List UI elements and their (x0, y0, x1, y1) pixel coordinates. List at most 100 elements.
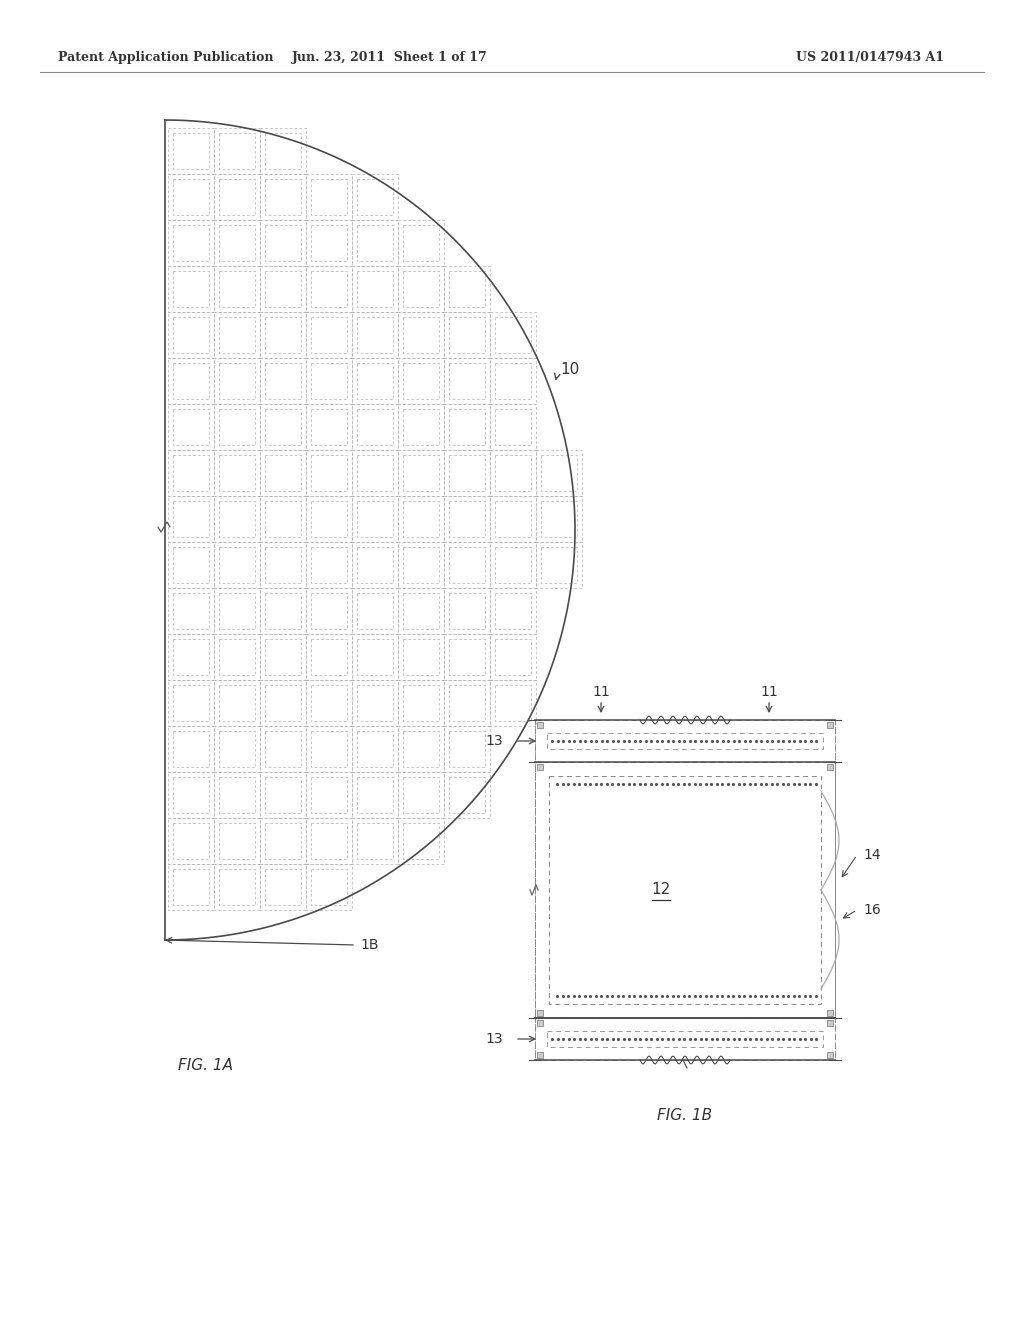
Bar (214, 267, 260, 312)
Bar (214, 680, 260, 726)
Bar (490, 634, 536, 680)
Bar (398, 404, 444, 450)
Bar (265, 224, 301, 261)
Bar (260, 358, 306, 404)
Bar (265, 822, 301, 859)
Bar (352, 358, 398, 404)
Bar (306, 726, 352, 772)
Bar (306, 267, 352, 312)
Bar (311, 180, 347, 215)
Bar (352, 634, 398, 680)
Bar (173, 685, 209, 721)
Bar (449, 271, 485, 308)
Bar (306, 865, 352, 909)
Bar (403, 685, 439, 721)
Bar (444, 543, 490, 587)
Bar (260, 680, 306, 726)
Bar (403, 502, 439, 537)
Bar (311, 822, 347, 859)
Bar (173, 180, 209, 215)
Bar (357, 593, 393, 630)
Bar (444, 312, 490, 358)
Bar (449, 731, 485, 767)
Bar (265, 271, 301, 308)
Bar (449, 409, 485, 445)
Bar (444, 587, 490, 634)
Bar (311, 502, 347, 537)
Bar (260, 543, 306, 587)
Bar (495, 409, 531, 445)
Bar (260, 818, 306, 865)
Text: 13: 13 (485, 734, 503, 748)
Bar (490, 543, 536, 587)
Bar (306, 634, 352, 680)
Bar (219, 317, 255, 352)
Bar (827, 764, 833, 770)
Bar (495, 639, 531, 675)
Bar (265, 593, 301, 630)
Bar (306, 772, 352, 818)
Bar (357, 317, 393, 352)
Bar (495, 546, 531, 583)
Bar (444, 267, 490, 312)
Bar (173, 777, 209, 813)
Bar (398, 726, 444, 772)
Bar (398, 680, 444, 726)
Bar (449, 777, 485, 813)
Bar (168, 680, 214, 726)
Text: 14: 14 (863, 847, 881, 862)
Bar (536, 543, 582, 587)
Bar (547, 1031, 823, 1047)
Bar (398, 587, 444, 634)
Bar (306, 450, 352, 496)
Bar (495, 317, 531, 352)
Bar (306, 587, 352, 634)
Bar (449, 685, 485, 721)
Bar (403, 271, 439, 308)
Bar (168, 267, 214, 312)
Bar (444, 450, 490, 496)
Text: 12: 12 (651, 883, 671, 898)
Bar (265, 639, 301, 675)
Bar (306, 220, 352, 267)
Bar (173, 502, 209, 537)
Bar (173, 869, 209, 906)
Bar (537, 1020, 543, 1026)
Bar (449, 639, 485, 675)
Bar (219, 409, 255, 445)
Bar (214, 174, 260, 220)
Bar (398, 267, 444, 312)
Bar (306, 312, 352, 358)
Bar (265, 180, 301, 215)
Bar (214, 543, 260, 587)
Text: 13: 13 (485, 1032, 503, 1045)
Bar (449, 317, 485, 352)
Bar (219, 271, 255, 308)
Bar (214, 634, 260, 680)
Bar (168, 220, 214, 267)
Bar (265, 133, 301, 169)
Bar (173, 224, 209, 261)
Bar (168, 772, 214, 818)
Bar (306, 358, 352, 404)
Bar (306, 543, 352, 587)
Bar (403, 409, 439, 445)
Bar (168, 865, 214, 909)
Bar (219, 455, 255, 491)
Bar (214, 496, 260, 543)
Bar (260, 865, 306, 909)
Bar (306, 818, 352, 865)
Text: 16: 16 (863, 903, 881, 917)
Bar (352, 543, 398, 587)
Bar (265, 502, 301, 537)
Bar (444, 726, 490, 772)
Bar (495, 593, 531, 630)
Bar (260, 726, 306, 772)
Text: Patent Application Publication: Patent Application Publication (58, 51, 273, 65)
Bar (260, 634, 306, 680)
Bar (352, 818, 398, 865)
Bar (219, 363, 255, 399)
Bar (260, 174, 306, 220)
Bar (214, 587, 260, 634)
Bar (357, 731, 393, 767)
